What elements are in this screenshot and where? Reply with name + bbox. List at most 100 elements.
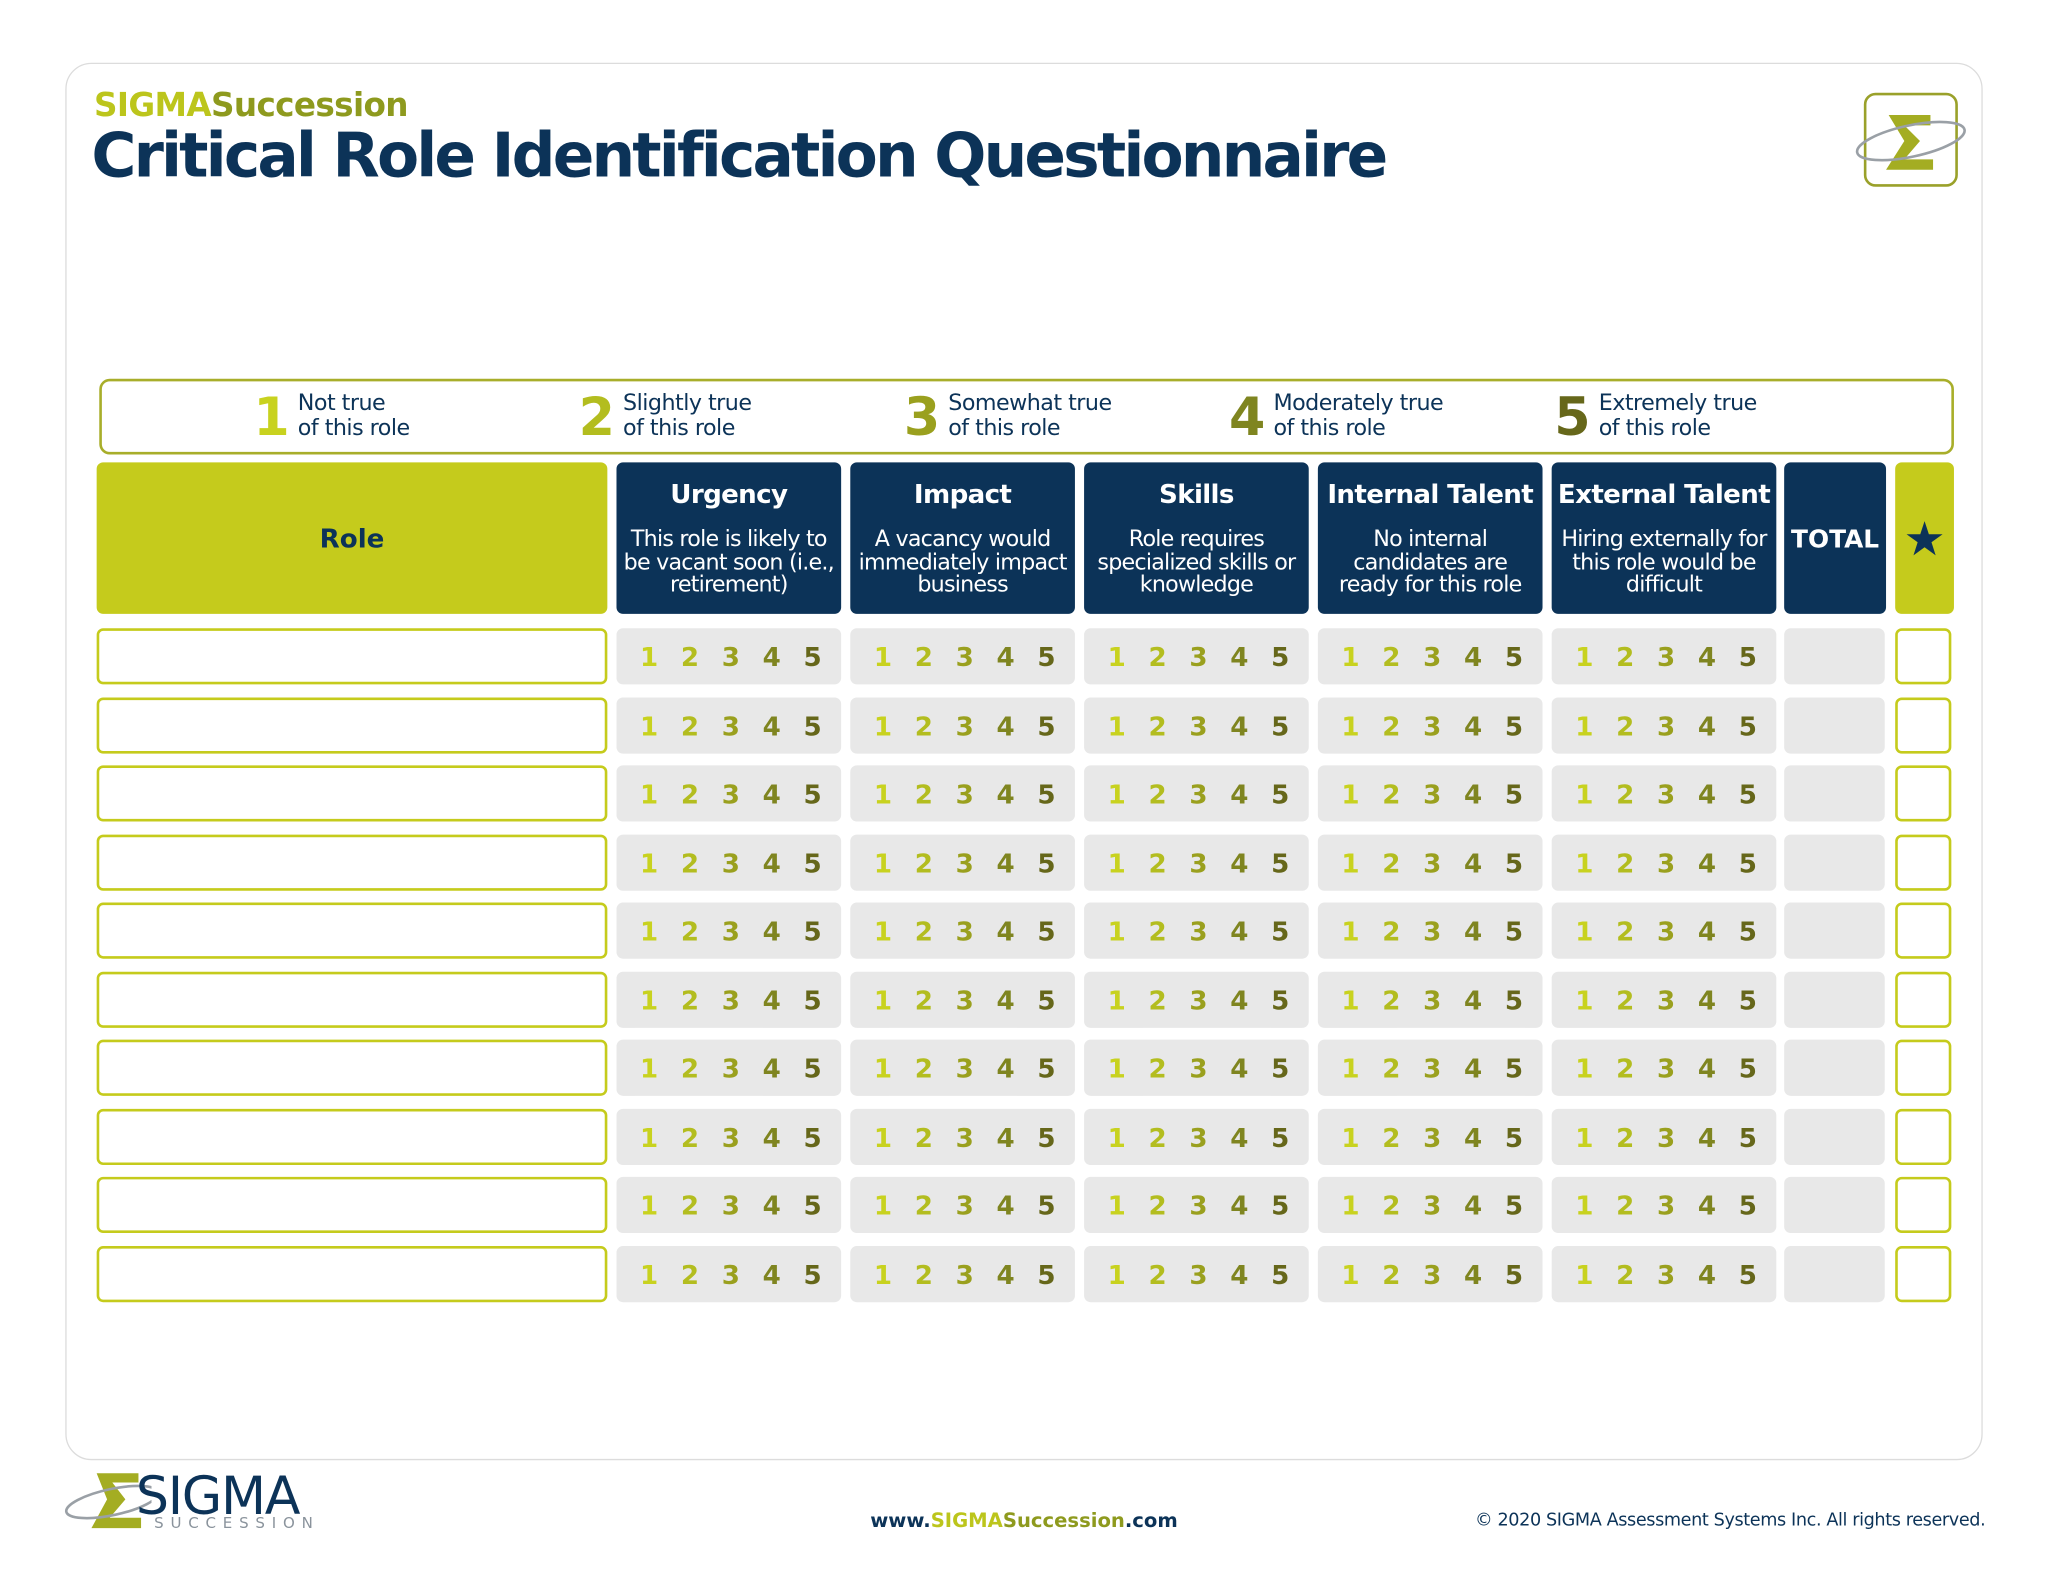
rating-option: 2 bbox=[680, 915, 700, 947]
rating-option: 1 bbox=[640, 1258, 659, 1290]
rating-option: 2 bbox=[680, 1258, 700, 1290]
rating-option: 2 bbox=[1382, 1121, 1401, 1153]
rating-option: 1 bbox=[1107, 778, 1126, 810]
rating-option: 4 bbox=[1464, 1189, 1483, 1222]
rating-option: 3 bbox=[955, 778, 974, 810]
role-input bbox=[96, 833, 608, 891]
rating-option: 5 bbox=[1271, 641, 1290, 673]
rating-option: 2 bbox=[1382, 641, 1401, 673]
star-cell bbox=[1895, 971, 1952, 1028]
legend-number: 3 bbox=[903, 387, 941, 448]
rating-option: 2 bbox=[680, 847, 700, 879]
rating-option: 3 bbox=[1423, 1189, 1442, 1222]
total-header: TOTAL bbox=[1784, 462, 1887, 614]
total-cell bbox=[1784, 1176, 1885, 1233]
rating-option: 3 bbox=[1656, 641, 1676, 673]
rating-option: 2 bbox=[680, 1052, 700, 1085]
copyright: © 2020 SIGMA Assessment Systems Inc. All… bbox=[1475, 1509, 1986, 1531]
rating-option: 1 bbox=[1107, 709, 1126, 742]
total-cell bbox=[1784, 1245, 1885, 1302]
rating-option: 3 bbox=[721, 778, 740, 810]
rating-option: 5 bbox=[803, 641, 822, 673]
rating-option: 4 bbox=[762, 778, 781, 810]
star-cell bbox=[1895, 628, 1952, 685]
rating-option: 1 bbox=[1341, 984, 1360, 1016]
rating-option: 2 bbox=[680, 1189, 700, 1222]
rating-option: 3 bbox=[721, 915, 740, 947]
rating-option: 2 bbox=[1382, 847, 1401, 879]
rating-option: 3 bbox=[1189, 778, 1208, 810]
rating-option: 4 bbox=[1230, 1189, 1249, 1222]
rating-option: 3 bbox=[955, 984, 974, 1016]
rating-option: 2 bbox=[1148, 641, 1167, 673]
legend-text: of this role bbox=[948, 415, 1061, 442]
legend-number: 2 bbox=[578, 387, 615, 448]
rating-option: 2 bbox=[914, 1189, 933, 1222]
legend-text: Not true bbox=[297, 390, 386, 417]
rating-option: 2 bbox=[1148, 1052, 1167, 1085]
criterion-description: business bbox=[917, 572, 1008, 599]
rating-option: 2 bbox=[1148, 709, 1167, 742]
rating-option: 4 bbox=[1697, 915, 1717, 947]
rating-option: 4 bbox=[1697, 847, 1717, 879]
rating-option: 1 bbox=[873, 1121, 893, 1153]
criterion-description: candidates are bbox=[1353, 549, 1508, 576]
rating-option: 2 bbox=[680, 778, 700, 810]
rating-option: 2 bbox=[1616, 1121, 1635, 1153]
rating-option: 3 bbox=[955, 915, 974, 947]
rating-option: 4 bbox=[996, 1052, 1015, 1085]
rating-option: 4 bbox=[1697, 1121, 1717, 1153]
criterion-description: specialized skills or bbox=[1097, 549, 1296, 576]
rating-option: 1 bbox=[873, 915, 893, 947]
rating-option: 4 bbox=[762, 1052, 781, 1085]
brand: SIGMASuccession bbox=[94, 86, 408, 124]
rating-option: 2 bbox=[680, 1121, 700, 1153]
criterion-description: difficult bbox=[1625, 572, 1703, 599]
rating-option: 5 bbox=[1504, 1121, 1524, 1153]
total-cell bbox=[1784, 696, 1885, 753]
criterion-name: Urgency bbox=[670, 478, 788, 510]
rating-option: 3 bbox=[1423, 915, 1442, 947]
criterion-description: be vacant soon (i.e., bbox=[623, 549, 835, 576]
rating-option: 2 bbox=[680, 984, 700, 1016]
rating-option: 2 bbox=[1616, 1052, 1635, 1085]
rating-option: 5 bbox=[1738, 641, 1757, 673]
rating-option: 5 bbox=[1037, 641, 1056, 673]
rating-option: 3 bbox=[721, 1052, 740, 1085]
rating-option: 2 bbox=[680, 709, 700, 742]
rating-option: 1 bbox=[1107, 915, 1126, 947]
rating-option: 1 bbox=[1341, 641, 1360, 673]
rating-option: 5 bbox=[1037, 1189, 1056, 1222]
rating-option: 5 bbox=[1738, 778, 1757, 810]
rating-option: 4 bbox=[762, 1121, 781, 1153]
legend-text: of this role bbox=[1598, 415, 1711, 442]
rating-option: 2 bbox=[1616, 915, 1635, 947]
rating-option: 1 bbox=[1341, 847, 1360, 879]
rating-option: 3 bbox=[1189, 641, 1208, 673]
rating-option: 4 bbox=[996, 847, 1015, 879]
role-header: Role bbox=[96, 462, 608, 614]
rating-option: 5 bbox=[1037, 984, 1056, 1016]
rating-option: 2 bbox=[1148, 778, 1167, 810]
rating-option: 5 bbox=[1738, 1189, 1757, 1222]
rating-option: 1 bbox=[1575, 1121, 1594, 1153]
rating-option: 2 bbox=[1148, 915, 1167, 947]
rating-option: 2 bbox=[1616, 641, 1635, 673]
rating-option: 5 bbox=[1504, 1052, 1524, 1085]
rating-option: 4 bbox=[1464, 847, 1483, 879]
rating-option: 1 bbox=[1575, 1052, 1594, 1085]
total-cell bbox=[1784, 902, 1885, 959]
